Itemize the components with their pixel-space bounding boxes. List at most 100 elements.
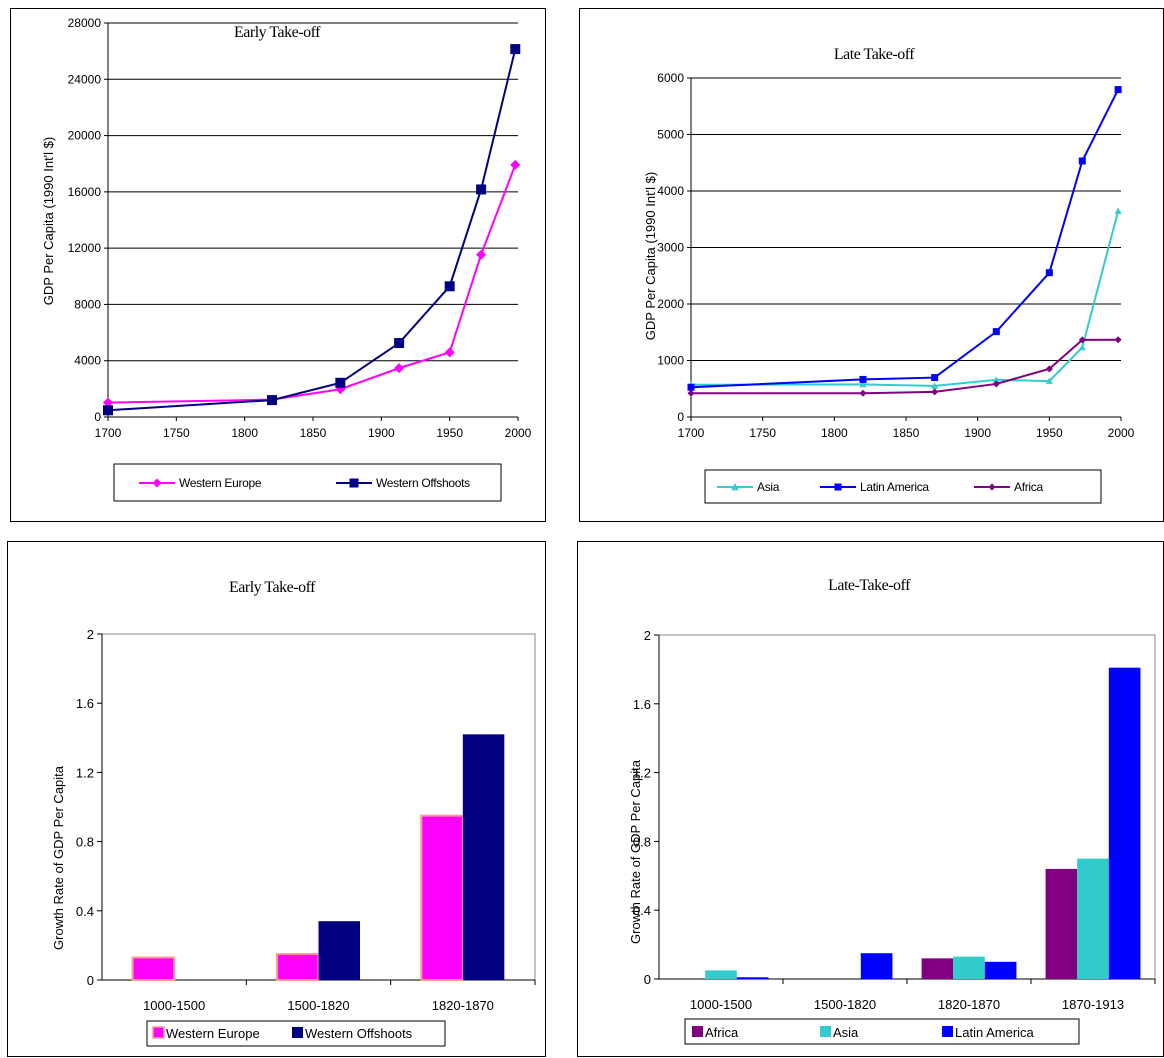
y-tick-label: 4000 [657,184,684,198]
bar [922,958,954,979]
data-point [1079,157,1086,164]
late-takeoff-line-panel: Late Take-off GDP Per Capita (1990 Int'l… [579,8,1164,522]
data-point [394,338,404,348]
x-tick-label: 1900 [964,426,991,440]
x-tick-label: 1700 [95,426,122,440]
legend-label: Asia [757,480,780,494]
legend-swatch [820,1026,831,1037]
data-point [445,347,455,357]
legend-swatch [942,1026,953,1037]
legend-marker [350,479,359,488]
data-point [860,390,867,397]
chart-title: Late Take-off [834,46,915,63]
x-tick-label: 1820-1870 [938,997,1000,1012]
y-tick-label: 28000 [68,16,102,30]
data-point [335,378,345,388]
x-tick-label: 1850 [300,426,327,440]
legend-label: Western Offshoots [305,1026,413,1041]
data-point [931,388,938,395]
y-tick-label: 0 [644,972,651,987]
x-tick-label: 1950 [1036,426,1063,440]
legend-label: Western Europe [179,476,262,490]
x-tick-label: 1750 [163,426,190,440]
y-tick-label: 1.2 [76,765,94,780]
bar [319,921,360,980]
x-tick-label: 2000 [505,426,532,440]
late-takeoff-bar-panel: Late-Take-off Growth Rate of GDP Per Cap… [577,541,1164,1057]
bar [953,957,985,979]
data-point [1115,208,1122,214]
y-tick-label: 1.2 [633,766,651,781]
x-tick-label: 1870-1913 [1062,997,1124,1012]
y-tick-label: 24000 [68,72,102,86]
y-tick-label: 16000 [68,185,102,199]
y-tick-label: 12000 [68,241,102,255]
y-tick-label: 1.6 [76,696,94,711]
legend-label: Asia [833,1025,859,1040]
y-tick-label: 1000 [657,354,684,368]
data-point [445,281,455,291]
bar [277,954,318,980]
x-tick-label: 1800 [821,426,848,440]
chart-title: Late-Take-off [828,577,911,594]
series-line [691,211,1118,386]
early-takeoff-line-panel: Early Take-off GDP Per Capita (1990 Int'… [10,8,546,522]
chart-title: Early Take-off [229,579,316,596]
y-tick-label: 0.4 [76,904,94,919]
data-point [931,374,938,381]
bar [861,953,893,979]
bar [705,970,737,979]
y-axis-label: GDP Per Capita (1990 Int'l $) [643,172,658,340]
y-tick-label: 1.6 [633,697,651,712]
y-axis-label: GDP Per Capita (1990 Int'l $) [41,137,56,305]
bar [1077,859,1109,979]
data-point [267,395,277,405]
legend-label: Western Europe [166,1026,260,1041]
late-takeoff-line-chart: Late Take-off GDP Per Capita (1990 Int'l… [580,9,1164,523]
data-point [1079,344,1086,350]
x-tick-label: 1700 [678,426,705,440]
data-point [860,376,867,383]
data-point [688,390,695,397]
y-tick-label: 0.8 [76,835,94,850]
x-tick-label: 1850 [893,426,920,440]
x-tick-label: 1820-1870 [432,998,494,1013]
x-tick-label: 1000-1500 [690,997,752,1012]
x-tick-label: 1950 [436,426,463,440]
y-tick-label: 0 [677,410,684,424]
legend-swatch [292,1027,303,1038]
x-tick-label: 1000-1500 [143,998,205,1013]
y-axis-label: Growth Rate of GDP Per Capita [51,765,66,950]
x-tick-label: 1500-1820 [287,998,349,1013]
bar [1046,869,1078,979]
data-point [476,184,486,194]
y-tick-label: 3000 [657,241,684,255]
series-line [108,49,515,410]
bar [421,816,462,980]
legend-label: Africa [1014,480,1044,494]
y-tick-label: 0.8 [633,834,651,849]
y-tick-label: 0 [94,410,101,424]
legend-label: Latin America [860,480,929,494]
data-point [688,384,695,391]
x-tick-label: 1800 [231,426,258,440]
legend-label: Western Offshoots [376,476,470,490]
y-tick-label: 2 [87,627,94,642]
legend-marker [835,484,842,491]
chart-title: Early Take-off [234,24,321,41]
legend-swatch [692,1026,703,1037]
data-point [510,44,520,54]
y-tick-label: 2 [644,628,651,643]
x-tick-label: 1750 [749,426,776,440]
early-takeoff-bar-panel: Early Take-off Growth Rate of GDP Per Ca… [7,541,546,1057]
y-tick-label: 8000 [74,297,101,311]
data-point [1115,336,1122,343]
bar [1109,668,1141,979]
late-takeoff-bar-chart: Late-Take-off Growth Rate of GDP Per Cap… [578,542,1164,1058]
y-tick-label: 6000 [657,71,684,85]
y-tick-label: 2000 [657,297,684,311]
data-point [1115,86,1122,93]
bar [985,962,1017,979]
data-point [1046,269,1053,276]
bar [133,958,174,980]
